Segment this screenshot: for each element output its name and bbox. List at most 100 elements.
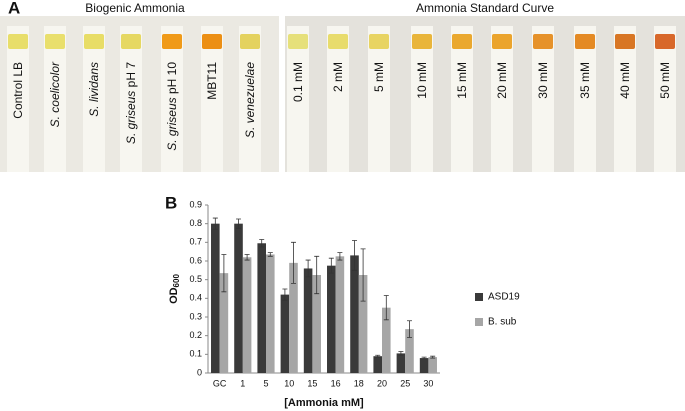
bar: [373, 356, 382, 373]
error-bar: [267, 252, 273, 257]
strip-pad: [412, 34, 432, 49]
strip: [287, 26, 309, 172]
error-bar: [398, 351, 404, 356]
error-bar: [259, 239, 265, 248]
condition: pH 10: [165, 62, 179, 94]
error-bar: [360, 248, 366, 302]
x-axis-label: [Ammonia mM]: [284, 397, 364, 409]
strip-pad: [533, 34, 553, 49]
strip-pad: [240, 34, 260, 49]
y-tick-label: 0.3: [189, 311, 202, 321]
bar: [419, 358, 429, 373]
legend-label: B. sub: [488, 317, 517, 328]
error-bar: [352, 240, 358, 271]
error-bar: [221, 254, 227, 293]
strip-label: 20 mM: [495, 62, 509, 99]
strip-label: Control LB: [11, 62, 25, 119]
y-label-sub: 600: [172, 274, 181, 288]
y-tick-label: 0.6: [189, 255, 202, 265]
strip: [368, 26, 390, 172]
bar: [257, 243, 266, 373]
species: S. griseus: [124, 91, 138, 144]
strip-label: S. lividans: [87, 62, 101, 117]
strip-label: S. coelicolor: [48, 61, 62, 127]
condition: pH 7: [124, 62, 138, 88]
x-tick-label: 25: [400, 378, 410, 388]
error-bar: [236, 218, 242, 229]
strip-label: S. griseus pH 10: [165, 62, 179, 151]
group-title: Biogenic Ammonia: [85, 1, 185, 15]
strip: [451, 26, 473, 172]
strip: [654, 26, 676, 172]
strip-label: S. griseus pH 7: [124, 62, 138, 144]
error-bar: [337, 252, 343, 261]
strip-pad: [202, 34, 222, 49]
y-tick-label: 0.7: [189, 237, 202, 247]
strip-pad: [8, 34, 28, 49]
error-bar: [421, 356, 427, 360]
bar: [382, 307, 391, 373]
y-axis-label: OD600: [168, 274, 181, 304]
bar: [303, 268, 313, 373]
species: S. venezuelae: [243, 62, 257, 138]
strip-label: 40 mM: [618, 62, 632, 99]
strip: [574, 26, 596, 172]
legend-swatch: [475, 318, 483, 326]
strip-label: 15 mM: [455, 62, 469, 99]
strip-label: 35 mM: [578, 62, 592, 99]
x-tick-label: 15: [307, 378, 317, 388]
error-bar: [406, 320, 412, 338]
strip-label: 5 mM: [372, 62, 386, 92]
bar: [234, 223, 243, 373]
strip: [411, 26, 433, 172]
x-tick-label: GC: [213, 378, 227, 388]
strip-label: MBT11: [205, 62, 219, 100]
bar: [219, 273, 229, 373]
y-tick-label: 0.5: [189, 274, 202, 284]
bar: [358, 275, 368, 373]
y-tick-label: 0.9: [189, 199, 202, 209]
strip-label: 50 mM: [658, 62, 672, 99]
strip-pad: [452, 34, 472, 49]
strip-pad: [328, 34, 348, 49]
x-tick-label: 16: [331, 378, 341, 388]
error-bar: [383, 295, 389, 321]
bar: [289, 262, 298, 373]
bar: [428, 357, 437, 373]
x-tick-label: 5: [263, 378, 268, 388]
bar: [405, 329, 414, 373]
strip: [83, 26, 105, 172]
strip-pad: [575, 34, 595, 49]
y-tick-label: 0: [197, 367, 202, 377]
strip-pad: [288, 34, 308, 49]
bar: [280, 294, 290, 373]
y-tick-label: 0.1: [189, 349, 202, 359]
x-tick-label: 20: [377, 378, 387, 388]
strip: [239, 26, 261, 172]
error-bar: [375, 354, 381, 358]
strip-pad: [45, 34, 65, 49]
strip-label: S. venezuelae: [243, 62, 257, 138]
error-bar: [244, 254, 250, 261]
strip-label: 2 mM: [331, 62, 345, 92]
bar: [335, 256, 345, 373]
y-tick-label: 0.4: [189, 293, 202, 303]
strip-pad: [655, 34, 675, 49]
strip-label: 30 mM: [536, 62, 550, 99]
error-bar: [328, 257, 334, 274]
panel-label: B: [165, 193, 177, 212]
error-bar: [282, 288, 288, 301]
strip-pad: [492, 34, 512, 49]
strip-pad: [615, 34, 635, 49]
error-bar: [314, 255, 320, 295]
error-bar: [212, 217, 218, 230]
bar: [312, 275, 321, 373]
strip: [532, 26, 554, 172]
strip: [327, 26, 349, 172]
bar: [266, 254, 275, 373]
strip: [201, 26, 223, 172]
species: S. lividans: [87, 62, 101, 117]
x-tick-label: 30: [423, 378, 433, 388]
legend-label: ASD19: [488, 292, 520, 303]
error-bar: [290, 241, 296, 284]
